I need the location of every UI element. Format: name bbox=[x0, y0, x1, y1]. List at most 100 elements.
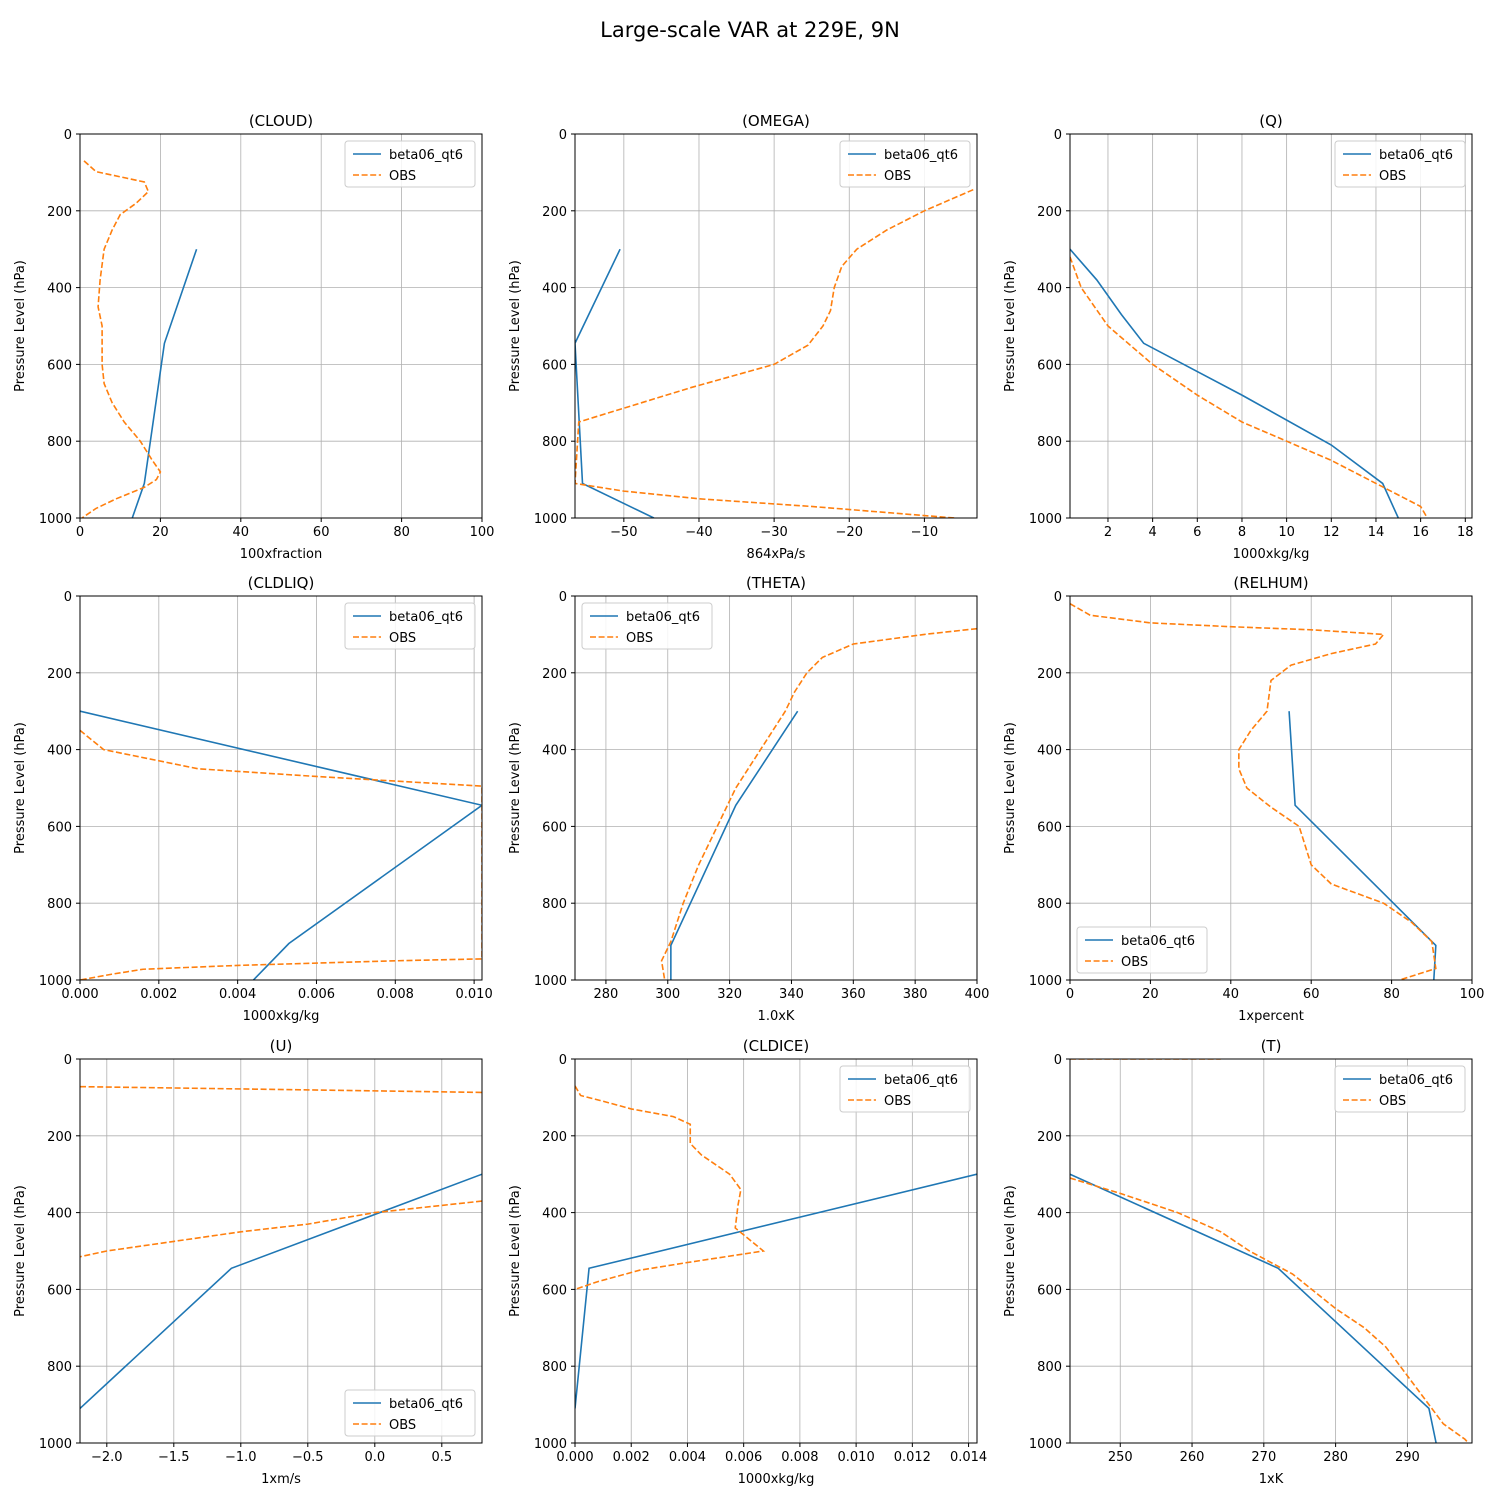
subplot-title: (CLDLIQ) bbox=[248, 574, 315, 592]
legend: beta06_qt6 OBS bbox=[344, 602, 476, 650]
legend-label-obs: OBS bbox=[884, 1094, 911, 1109]
series-line-obs bbox=[80, 1085, 482, 1094]
y-axis-label: Pressure Level (hPa) bbox=[1003, 260, 1018, 392]
legend: beta06_qt6 OBS bbox=[1076, 926, 1208, 974]
y-tick-label: 600 bbox=[542, 1283, 567, 1298]
legend-box bbox=[581, 602, 713, 650]
y-tick-label: 800 bbox=[542, 435, 567, 450]
x-tick-label: 12 bbox=[1323, 525, 1340, 540]
x-tick-label: 0.006 bbox=[298, 987, 335, 1002]
series-line-beta06-qt6 bbox=[670, 710, 799, 980]
y-tick-label: 200 bbox=[47, 667, 72, 682]
series-line-obs bbox=[1070, 256, 1429, 518]
y-tick-label: 800 bbox=[1037, 897, 1062, 912]
y-axis-label: Pressure Level (hPa) bbox=[1003, 1185, 1018, 1317]
subplot-grid: 0 20 40 60 80 10002004006008001000(CLOUD)100x… bbox=[13, 112, 1484, 1487]
x-tick-label: 0.014 bbox=[950, 1450, 987, 1465]
x-tick-label: 0.008 bbox=[781, 1450, 818, 1465]
legend-box bbox=[1076, 926, 1208, 974]
subplot-9: 250 260 270 280 290 0 200 400 600 800 1000 (T) 1xK Pr… bbox=[1003, 1037, 1473, 1487]
y-tick-label: 0 bbox=[64, 1053, 72, 1068]
y-tick-label: 200 bbox=[1037, 667, 1062, 682]
x-axis-label: 1000xkg/kg bbox=[738, 1472, 815, 1487]
y-tick-label: 800 bbox=[47, 435, 72, 450]
y-tick-label: 200 bbox=[542, 667, 567, 682]
x-tick-label: 100 bbox=[470, 525, 495, 540]
x-tick-label: 80 bbox=[393, 525, 410, 540]
x-axis-label: 1.0xK bbox=[758, 1009, 795, 1024]
legend-label-obs: OBS bbox=[1379, 169, 1406, 184]
legend: beta06_qt6 OBS bbox=[839, 1065, 971, 1113]
x-tick-label: 20 bbox=[1142, 987, 1159, 1002]
x-tick-label: 0.002 bbox=[140, 987, 177, 1002]
legend-label-beta06-qt6: beta06_qt6 bbox=[884, 148, 958, 163]
y-tick-label: 0 bbox=[559, 590, 567, 605]
x-tick-label: 380 bbox=[903, 987, 928, 1002]
subplot-4: 0.000 0.002 0.004 0.006 0.008 0.010 0 200 400 600… bbox=[13, 574, 493, 1024]
subplot-8: 0.000 0.002 0.004 0.006 0.008 0.010 0.012 0.014… bbox=[508, 1037, 987, 1487]
y-axis-label: Pressure Level (hPa) bbox=[13, 260, 28, 392]
x-tick-label: 10 bbox=[1278, 525, 1295, 540]
subplot-title: (Q) bbox=[1259, 112, 1283, 130]
x-tick-label: 320 bbox=[717, 987, 742, 1002]
x-axis-label: 1xpercent bbox=[1238, 1009, 1304, 1024]
series-line-beta06-qt6 bbox=[1288, 711, 1437, 980]
y-tick-label: 400 bbox=[542, 282, 567, 297]
series-line-obs bbox=[1070, 602, 1437, 980]
legend-box bbox=[1334, 140, 1466, 188]
legend-label-obs: OBS bbox=[1379, 1094, 1406, 1109]
series-line-beta06-qt6 bbox=[1070, 1173, 1437, 1443]
y-tick-label: 600 bbox=[542, 820, 567, 835]
x-tick-label: 280 bbox=[1323, 1450, 1348, 1465]
x-tick-label: 0.000 bbox=[61, 987, 98, 1002]
legend-label-obs: OBS bbox=[389, 1418, 416, 1433]
y-tick-label: 800 bbox=[542, 1360, 567, 1375]
series-line-beta06-qt6 bbox=[131, 248, 198, 518]
x-tick-label: 0.004 bbox=[669, 1450, 706, 1465]
y-tick-label: 400 bbox=[47, 1207, 72, 1222]
x-tick-label: 8 bbox=[1238, 525, 1246, 540]
y-axis-label: Pressure Level (hPa) bbox=[508, 260, 523, 392]
y-tick-label: 200 bbox=[47, 1130, 72, 1145]
y-tick-label: 800 bbox=[1037, 435, 1062, 450]
y-tick-label: 1000 bbox=[1029, 974, 1062, 989]
series-line-obs bbox=[575, 188, 974, 518]
y-tick-label: 0 bbox=[559, 1053, 567, 1068]
x-axis-label: 1000xkg/kg bbox=[243, 1009, 320, 1024]
legend-label-beta06-qt6: beta06_qt6 bbox=[1379, 148, 1453, 163]
legend-box bbox=[839, 1065, 971, 1113]
x-tick-label: −40 bbox=[685, 525, 712, 540]
x-tick-label: 400 bbox=[965, 987, 990, 1002]
x-axis-label: 100xfraction bbox=[240, 547, 322, 562]
x-tick-label: 290 bbox=[1395, 1450, 1420, 1465]
figure-title: Large-scale VAR at 229E, 9N bbox=[600, 18, 900, 42]
x-axis-label: 1000xkg/kg bbox=[1233, 547, 1310, 562]
x-tick-label: 250 bbox=[1108, 1450, 1133, 1465]
legend-label-beta06-qt6: beta06_qt6 bbox=[626, 610, 700, 625]
x-tick-label: 14 bbox=[1368, 525, 1385, 540]
x-tick-label: 0.5 bbox=[431, 1450, 452, 1465]
x-tick-label: 0.0 bbox=[364, 1450, 385, 1465]
subplot-7: −2.0 −1.5 −1.0 −0.5 0.0 0.5 0 200 400 600 800 1000 (… bbox=[13, 1037, 483, 1487]
axes-frame bbox=[79, 133, 483, 519]
y-tick-label: 600 bbox=[47, 1283, 72, 1298]
y-tick-label: 200 bbox=[542, 1130, 567, 1145]
x-tick-label: 340 bbox=[779, 987, 804, 1002]
subplot-title: (CLDICE) bbox=[743, 1037, 809, 1055]
legend: beta06_qt6 OBS bbox=[344, 140, 476, 188]
y-tick-label: 200 bbox=[1037, 1130, 1062, 1145]
y-tick-label: 0 bbox=[559, 128, 567, 143]
series-line-obs bbox=[81, 160, 162, 518]
y-tick-label: 400 bbox=[47, 282, 72, 297]
x-tick-label: 60 bbox=[1303, 987, 1320, 1002]
y-tick-label: 400 bbox=[1037, 282, 1062, 297]
legend: beta06_qt6 OBS bbox=[581, 602, 713, 650]
x-tick-label: 2 bbox=[1104, 525, 1112, 540]
x-tick-label: 40 bbox=[1223, 987, 1240, 1002]
subplot-2: −50 −40 −30 −20 −10 0 200 400 600 800 1000 (OMEGA) 8… bbox=[508, 112, 978, 562]
x-tick-label: 18 bbox=[1457, 525, 1474, 540]
y-tick-label: 600 bbox=[47, 820, 72, 835]
y-tick-label: 600 bbox=[542, 358, 567, 373]
legend: beta06_qt6 OBS bbox=[1334, 1065, 1466, 1113]
